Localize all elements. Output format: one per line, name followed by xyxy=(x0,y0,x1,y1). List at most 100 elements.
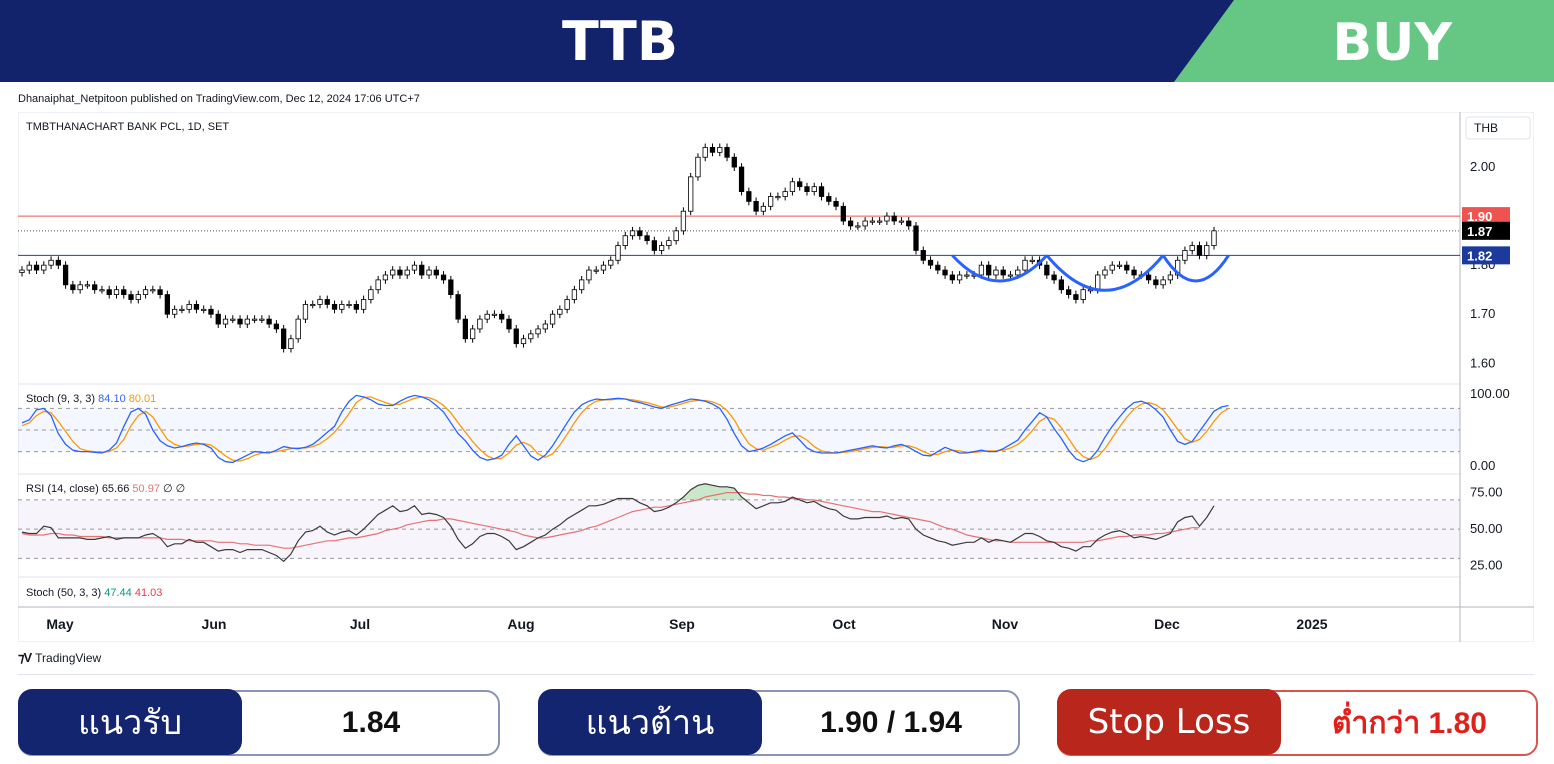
candle xyxy=(302,304,309,320)
candle xyxy=(346,304,352,307)
candle xyxy=(549,313,556,325)
rsi-value: 65.66 xyxy=(102,483,133,495)
price-tag-support xyxy=(1462,246,1510,265)
x-tick-label: 2025 xyxy=(1296,616,1327,632)
stoch50-k-value: 47.44 xyxy=(104,587,135,599)
candle xyxy=(142,289,149,296)
candle xyxy=(986,264,992,276)
resistance-box: แนวต้าน 1.90 / 1.94 xyxy=(538,689,1020,756)
candle xyxy=(484,313,490,320)
rsi-y-tick: 25.00 xyxy=(1470,558,1503,573)
candle xyxy=(1211,230,1217,246)
x-tick-label: Jul xyxy=(350,616,370,632)
candle xyxy=(818,186,825,197)
candle xyxy=(1087,289,1094,292)
candle xyxy=(48,259,54,266)
chart-svg: Stoch (9, 3, 3) 84.10 80.01 RSI (14, clo… xyxy=(17,111,1535,643)
candle xyxy=(949,274,955,281)
candle xyxy=(688,176,694,212)
resistance-value: 1.90 / 1.94 xyxy=(820,706,962,739)
pattern-arc xyxy=(1045,254,1165,292)
candle xyxy=(644,235,650,242)
candle xyxy=(680,210,687,232)
rsi-line xyxy=(21,483,1215,563)
candle xyxy=(542,323,548,330)
candle xyxy=(201,308,207,311)
candle xyxy=(455,294,461,320)
candle xyxy=(266,318,272,325)
candle xyxy=(927,259,934,266)
candle xyxy=(382,274,389,281)
candle xyxy=(368,289,374,300)
candle xyxy=(651,240,657,251)
x-tick-label: Nov xyxy=(992,616,1019,632)
candle xyxy=(179,308,185,311)
candle xyxy=(767,196,774,207)
x-tick-label: Aug xyxy=(507,616,534,632)
candle xyxy=(237,318,243,325)
y-tick-label: 2.00 xyxy=(1470,159,1495,174)
candle xyxy=(84,284,91,287)
candle xyxy=(99,289,105,292)
signal-label: BUY xyxy=(1332,13,1452,73)
pattern-arc xyxy=(1161,254,1230,283)
candle xyxy=(360,299,367,310)
candle xyxy=(259,318,265,321)
candle xyxy=(571,289,578,300)
x-tick-label: Sep xyxy=(669,616,695,632)
rsi-name: RSI (14, close) xyxy=(26,483,102,495)
candle xyxy=(157,289,163,296)
candle xyxy=(208,308,214,315)
candle xyxy=(1065,289,1072,296)
candle xyxy=(993,269,999,276)
candle xyxy=(230,318,236,321)
candle xyxy=(1095,274,1101,291)
candle xyxy=(404,269,410,276)
candle xyxy=(339,304,345,310)
candle xyxy=(150,289,156,292)
candle xyxy=(1124,264,1130,271)
candle xyxy=(390,269,396,276)
candle xyxy=(353,304,359,310)
stoch-name: Stoch (9, 3, 3) xyxy=(26,393,98,405)
candle xyxy=(281,328,287,349)
candle xyxy=(477,318,483,330)
candle xyxy=(1029,259,1035,262)
candle xyxy=(1000,269,1006,276)
candle xyxy=(1007,274,1014,277)
tradingview-brand: ⁊V TradingView xyxy=(18,650,101,666)
pattern-arc xyxy=(951,254,1048,283)
currency-label: THB xyxy=(1474,121,1498,135)
candle xyxy=(804,186,810,192)
y-tick-label: 1.60 xyxy=(1470,355,1495,370)
candle xyxy=(600,264,607,271)
candle xyxy=(288,338,294,349)
candle xyxy=(884,215,890,222)
support-value: 1.84 xyxy=(341,706,401,739)
candle xyxy=(41,264,47,271)
candle xyxy=(782,191,788,197)
stop-loss-value: ต่ำกว่า 1.80 xyxy=(1332,706,1487,740)
candle xyxy=(702,147,708,158)
candle xyxy=(760,205,767,212)
candle xyxy=(222,318,229,325)
candle xyxy=(811,186,817,192)
candle xyxy=(695,156,701,178)
candle xyxy=(121,289,127,296)
stoch50-legend: Stoch (50, 3, 3) 47.44 41.03 xyxy=(26,587,162,599)
candle xyxy=(869,220,876,223)
candle xyxy=(920,250,926,261)
stoch-k-line xyxy=(21,394,1229,464)
candle xyxy=(709,147,716,153)
candle xyxy=(499,313,505,320)
candle xyxy=(33,264,40,271)
candle xyxy=(528,333,534,340)
candle xyxy=(113,289,120,296)
stoch-y-tick: 100.00 xyxy=(1470,386,1510,401)
candle xyxy=(1109,264,1115,271)
signal-banner xyxy=(1174,0,1554,82)
rsi-ma-value: 50.97 xyxy=(132,483,160,495)
candle xyxy=(666,240,672,246)
candle xyxy=(877,220,883,223)
candle xyxy=(1051,274,1057,281)
